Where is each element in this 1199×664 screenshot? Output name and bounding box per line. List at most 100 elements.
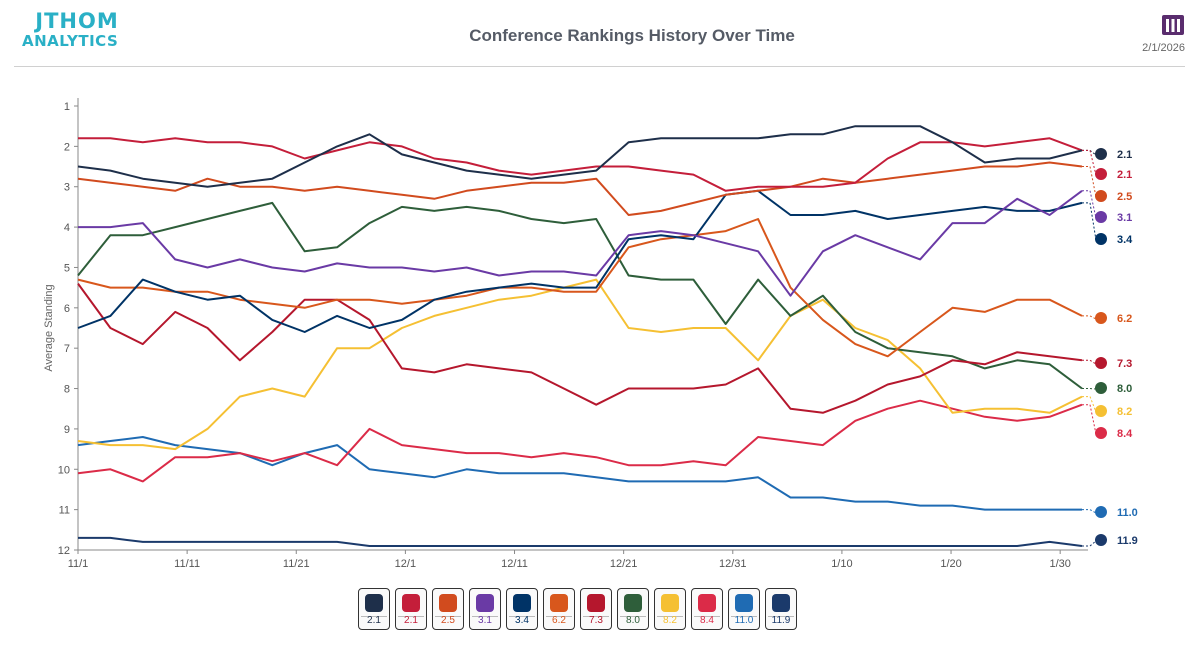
y-tick-label-6: 6	[64, 303, 70, 315]
series-line-fres	[77, 399, 1083, 483]
end-leader-af	[1082, 540, 1097, 547]
legend-tile-csu[interactable]: 8.0	[617, 588, 649, 630]
end-leader-sjsu	[1082, 509, 1097, 514]
y-tick-label-12: 12	[58, 545, 70, 557]
end-leader-fres	[1082, 404, 1097, 435]
legend-tile-value: 8.4	[700, 615, 714, 626]
series-line-unm	[77, 161, 1083, 216]
y-tick-label-9: 9	[64, 424, 70, 436]
brand-line1: JTHOM	[35, 9, 119, 33]
legend-tile-value: 7.3	[589, 615, 603, 626]
end-logo-gcu-icon	[1095, 211, 1107, 223]
tile-separator	[398, 616, 424, 617]
legend-tile-sdsu[interactable]: 2.1	[395, 588, 427, 630]
legend-tile-value: 2.1	[367, 615, 381, 626]
legend-tile-value: 11.9	[771, 615, 791, 626]
legend-tile-af[interactable]: 11.9	[765, 588, 797, 630]
x-tick-label-12/1: 12/1	[395, 558, 416, 570]
date-stamp: 2/1/2026	[1142, 42, 1185, 54]
series-line-sdsu	[78, 137, 1083, 192]
end-value-unm: 2.5	[1117, 191, 1132, 203]
series-line-nev	[77, 189, 1083, 333]
brand-line2: ANALYTICS	[22, 32, 119, 50]
tile-separator	[694, 616, 720, 617]
series-line-sjsu	[77, 436, 1082, 511]
end-leader-unlv	[1082, 359, 1097, 365]
tile-separator	[472, 616, 498, 617]
y-tick-label-11: 11	[59, 505, 70, 517]
end-value-unlv: 7.3	[1117, 358, 1132, 370]
y-tick-label-1: 1	[64, 101, 70, 113]
end-leader-unm	[1082, 166, 1097, 198]
end-logo-af-icon	[1095, 534, 1107, 546]
team-logo-unlv-icon	[587, 594, 605, 612]
y-tick-label-3: 3	[64, 182, 70, 194]
y-tick-label-7: 7	[64, 343, 70, 355]
conference-logo-icon	[1162, 15, 1184, 35]
x-tick-label-1/30: 1/30	[1049, 558, 1070, 570]
end-logo-nev-icon	[1095, 233, 1107, 245]
legend-tile-sjsu[interactable]: 11.0	[728, 588, 760, 630]
legend-tile-value: 2.5	[441, 615, 455, 626]
legend-tile-unlv[interactable]: 7.3	[580, 588, 612, 630]
tile-separator	[361, 616, 387, 617]
legend-tile-nev[interactable]: 3.4	[506, 588, 538, 630]
x-tick-label-1/20: 1/20	[940, 558, 961, 570]
end-value-csu: 8.0	[1117, 383, 1132, 395]
tile-separator	[546, 616, 572, 617]
end-logo-csu-icon	[1095, 382, 1107, 394]
legend-tile-usu[interactable]: 2.1	[358, 588, 390, 630]
end-value-af: 11.9	[1117, 535, 1138, 547]
team-logo-nev-icon	[513, 594, 531, 612]
end-value-fres: 8.4	[1117, 428, 1133, 440]
legend-tile-bsu[interactable]: 6.2	[543, 588, 575, 630]
y-tick-label-4: 4	[64, 222, 70, 234]
end-value-gcu: 3.1	[1117, 212, 1132, 224]
series-line-usu	[77, 125, 1083, 188]
end-leader-usu	[1082, 149, 1097, 156]
tile-separator	[768, 616, 794, 617]
end-value-nev: 3.4	[1117, 234, 1133, 246]
page-title: Conference Rankings History Over Time	[469, 26, 795, 45]
brand-logo: JTHOM ANALYTICS	[22, 10, 132, 50]
legend-tile-value: 3.4	[515, 615, 529, 626]
legend-tile-unm[interactable]: 2.5	[432, 588, 464, 630]
x-tick-label-12/21: 12/21	[610, 558, 638, 570]
series-line-csu	[77, 201, 1083, 390]
team-logo-wyo-icon	[661, 594, 679, 612]
y-tick-label-5: 5	[64, 262, 70, 274]
end-logo-unlv-icon	[1095, 357, 1107, 369]
header-divider	[14, 66, 1185, 67]
y-axis-title: Average Standing	[43, 284, 55, 371]
end-logo-sdsu-icon	[1095, 168, 1107, 180]
x-tick-label-11/11: 11/11	[174, 558, 200, 570]
end-value-bsu: 6.2	[1117, 313, 1132, 325]
tile-separator	[509, 616, 535, 617]
end-logo-usu-icon	[1095, 148, 1107, 160]
tile-separator	[657, 616, 683, 617]
legend-tile-value: 2.1	[404, 615, 418, 626]
tile-separator	[731, 616, 757, 617]
tile-separator	[620, 616, 646, 617]
end-logo-wyo-icon	[1095, 405, 1107, 417]
team-logo-gcu-icon	[476, 594, 494, 612]
tile-separator	[583, 616, 609, 617]
end-leader-gcu	[1082, 190, 1097, 219]
legend-tile-value: 3.1	[478, 615, 492, 626]
legend-tile-fres[interactable]: 8.4	[691, 588, 723, 630]
y-tick-label-10: 10	[58, 464, 70, 476]
legend-tile-gcu[interactable]: 3.1	[469, 588, 501, 630]
team-logo-bsu-icon	[550, 594, 568, 612]
team-logo-af-icon	[772, 594, 790, 612]
legend-tile-wyo[interactable]: 8.2	[654, 588, 686, 630]
legend-tile-value: 11.0	[734, 615, 754, 626]
x-tick-label-12/11: 12/11	[501, 558, 528, 570]
legend-tile-value: 6.2	[552, 615, 566, 626]
team-logo-sdsu-icon	[402, 594, 420, 612]
team-logo-csu-icon	[624, 594, 642, 612]
team-logo-unm-icon	[439, 594, 457, 612]
end-leader-sdsu	[1082, 149, 1097, 176]
team-logo-fres-icon	[698, 594, 716, 612]
y-tick-label-8: 8	[64, 384, 70, 396]
